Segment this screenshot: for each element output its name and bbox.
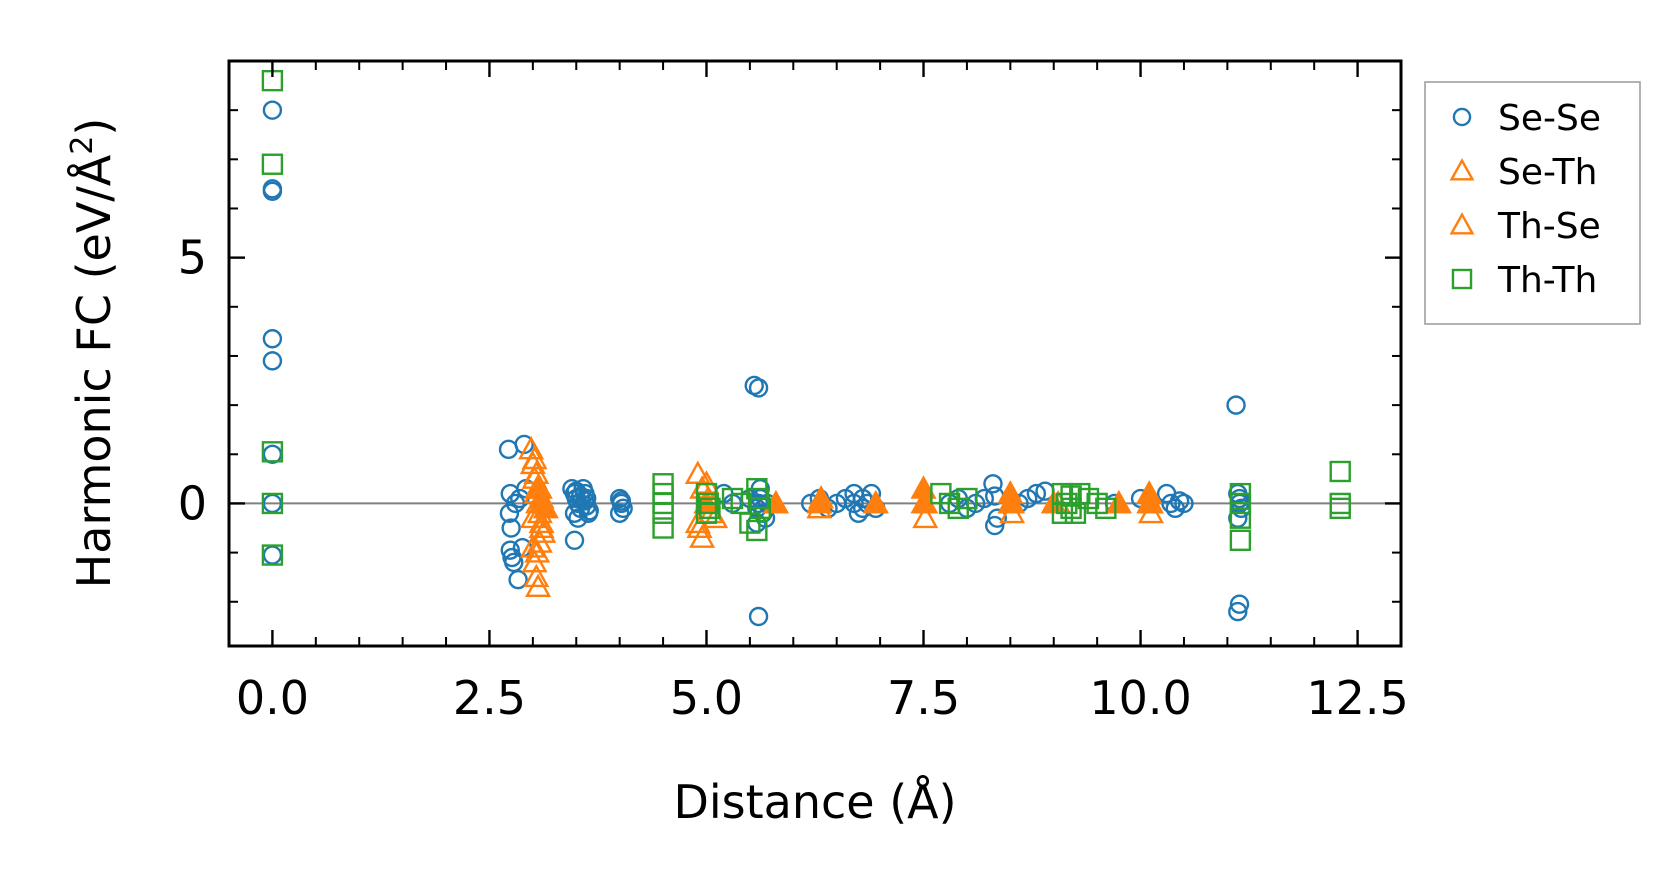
x-tick-label: 5.0: [670, 671, 743, 725]
legend: Se-Se Se-Th Th-Se Th-Th: [1424, 81, 1641, 325]
data-point: [999, 489, 1026, 514]
tick-labels: 0.0 2.5 5.0 7.5 10.0 12.5 0 5: [178, 231, 1409, 725]
data-point: [508, 569, 528, 590]
data-point: [262, 329, 283, 349]
data-point: [912, 504, 939, 529]
data-point: [262, 545, 283, 565]
data-point: [504, 552, 524, 573]
data-point: [684, 460, 711, 484]
data-point: [1229, 529, 1252, 552]
y-axis-label-superscript: 2: [65, 136, 100, 155]
data-point: [1229, 507, 1252, 529]
data-point: [1026, 483, 1047, 504]
data-point: [262, 181, 283, 201]
data-point: [261, 544, 284, 566]
data-point: [1229, 594, 1250, 614]
data-point: [748, 606, 769, 627]
data-point: [1105, 489, 1132, 514]
legend-label: Se-Th: [1498, 152, 1598, 193]
series-se-se: [262, 100, 1251, 627]
plot-frame: [227, 59, 1403, 648]
data-point: [1329, 497, 1351, 520]
legend-marker: [1452, 107, 1472, 127]
data-point: [499, 503, 520, 523]
data-point: [1060, 485, 1082, 507]
legend-marker: [1449, 158, 1475, 181]
data-point: [983, 474, 1003, 494]
data-point: [1228, 601, 1248, 622]
data-point: [501, 518, 521, 538]
data-point: [808, 485, 835, 509]
x-tick-label: 7.5: [887, 671, 960, 725]
legend-marker: [1449, 212, 1475, 235]
x-tick-label: 10.0: [1089, 671, 1191, 725]
data-point: [746, 519, 768, 542]
data-point: [528, 514, 555, 539]
data-point: [261, 492, 284, 515]
data-point: [652, 517, 674, 539]
data-point: [609, 503, 630, 523]
data-point: [749, 497, 772, 520]
y-tick-label: 5: [178, 231, 207, 285]
data-point: [528, 509, 555, 534]
legend-frame: [1424, 81, 1641, 325]
x-axis-label: Distance (Å): [673, 775, 956, 829]
data-point: [1137, 489, 1165, 514]
data-point: [498, 439, 519, 460]
x-tick-label: 0.0: [236, 671, 309, 725]
data-point: [862, 489, 889, 514]
legend-label: Se-Se: [1498, 98, 1601, 139]
data-point: [695, 502, 718, 524]
data-point: [525, 573, 552, 598]
legend-item: Th-Th: [1451, 260, 1597, 301]
data-point: [500, 540, 520, 560]
series-th-th: [261, 69, 1351, 566]
data-point: [261, 153, 284, 175]
y-axis-label: Harmonic FC (eV/Å2): [65, 118, 121, 589]
data-point: [576, 488, 597, 509]
data-point: [262, 100, 283, 120]
data-point: [1161, 493, 1181, 514]
data-point: [699, 497, 721, 520]
data-point: [1229, 492, 1252, 515]
data-point: [748, 378, 769, 398]
data-point: [1329, 460, 1351, 483]
data-point: [523, 563, 550, 588]
data-point: [1226, 395, 1246, 415]
x-tick-label: 2.5: [453, 671, 526, 725]
data-point: [532, 494, 559, 519]
data-point: [1095, 497, 1117, 520]
legend-item: Th-Se: [1449, 206, 1601, 247]
data-point: [652, 502, 674, 524]
data-point: [956, 487, 978, 510]
data-points: [261, 69, 1351, 627]
data-point: [564, 530, 585, 551]
legend-item: Se-Se: [1452, 98, 1601, 139]
data-point: [261, 441, 284, 463]
data-point: [985, 515, 1005, 536]
data-point: [611, 491, 632, 511]
data-point: [613, 498, 633, 519]
data-point: [1174, 493, 1194, 514]
data-point: [689, 524, 716, 548]
axis-ticks: [228, 61, 1402, 646]
legend-marker: [1451, 268, 1473, 290]
y-tick-label: 0: [178, 476, 207, 530]
data-point: [262, 351, 283, 371]
legend-label: Th-Th: [1497, 260, 1597, 301]
x-tick-label: 12.5: [1306, 671, 1408, 725]
data-point: [526, 529, 553, 553]
y-axis-label-close: ): [67, 118, 121, 136]
legend-label: Th-Se: [1497, 206, 1601, 247]
data-point: [578, 503, 599, 523]
legend-item: Se-Th: [1449, 152, 1598, 193]
